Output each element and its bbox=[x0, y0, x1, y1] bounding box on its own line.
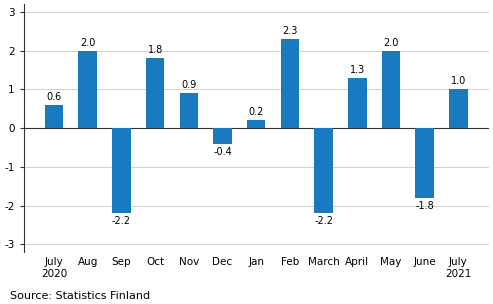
Bar bbox=[348, 78, 367, 128]
Text: -1.8: -1.8 bbox=[415, 201, 434, 211]
Bar bbox=[315, 128, 333, 213]
Text: 2.0: 2.0 bbox=[80, 38, 95, 47]
Text: -2.2: -2.2 bbox=[112, 216, 131, 226]
Text: 1.0: 1.0 bbox=[451, 76, 466, 86]
Text: 2.3: 2.3 bbox=[282, 26, 298, 36]
Text: 1.8: 1.8 bbox=[147, 45, 163, 55]
Text: 0.9: 0.9 bbox=[181, 80, 196, 90]
Bar bbox=[112, 128, 131, 213]
Text: 1.3: 1.3 bbox=[350, 65, 365, 75]
Text: -0.4: -0.4 bbox=[213, 147, 232, 157]
Bar bbox=[247, 120, 265, 128]
Bar bbox=[281, 39, 299, 128]
Bar bbox=[213, 128, 232, 143]
Bar bbox=[45, 105, 63, 128]
Bar bbox=[382, 51, 400, 128]
Bar bbox=[146, 58, 164, 128]
Text: 2.0: 2.0 bbox=[384, 38, 399, 47]
Bar bbox=[416, 128, 434, 198]
Bar bbox=[78, 51, 97, 128]
Bar bbox=[179, 93, 198, 128]
Text: 0.6: 0.6 bbox=[46, 92, 62, 102]
Text: -2.2: -2.2 bbox=[314, 216, 333, 226]
Bar bbox=[449, 89, 468, 128]
Text: Source: Statistics Finland: Source: Statistics Finland bbox=[10, 291, 150, 301]
Text: 0.2: 0.2 bbox=[248, 107, 264, 117]
